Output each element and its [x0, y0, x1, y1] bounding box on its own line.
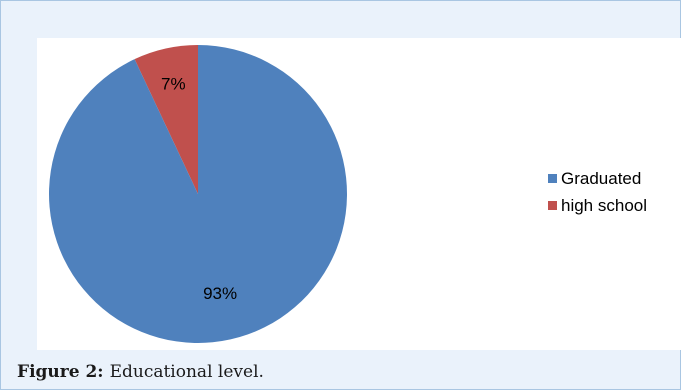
slice-labels: 7% 93%: [161, 74, 237, 302]
legend-label-graduated: Graduated: [561, 168, 642, 188]
figure-label: Figure 2:: [17, 362, 104, 382]
pie-slice-high-school: [134, 45, 198, 194]
legend-item-high-school: high school: [548, 192, 647, 219]
legend-swatch-high-school: [548, 201, 557, 210]
slice-label-graduated: 93%: [203, 284, 237, 303]
legend-swatch-graduated: [548, 174, 557, 183]
chart-area: 7% 93% Graduated high school: [37, 38, 681, 350]
figure-caption: Figure 2: Educational level.: [17, 362, 264, 382]
chart-legend: Graduated high school: [548, 165, 647, 219]
legend-label-high-school: high school: [561, 195, 648, 215]
pie-chart: 7% 93%: [48, 45, 347, 343]
pie-slice-graduated: [48, 45, 347, 343]
pie-slices: [48, 45, 347, 343]
legend-item-graduated: Graduated: [548, 165, 647, 192]
caption-text: Educational level.: [109, 362, 264, 382]
slice-label-high-school: 7%: [161, 74, 186, 93]
